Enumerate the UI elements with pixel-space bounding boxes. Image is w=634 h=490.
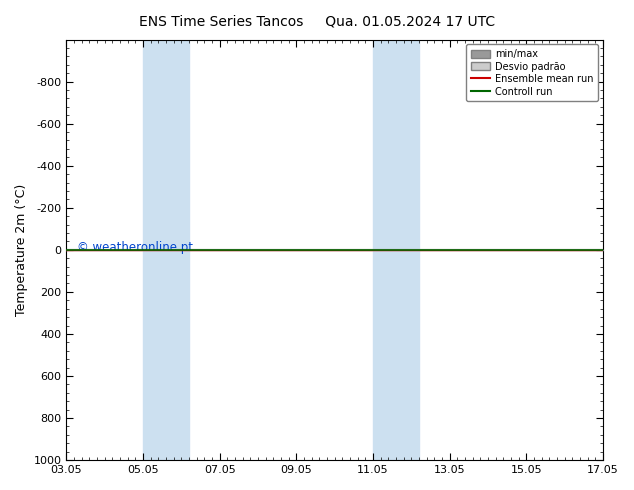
Bar [373,40,419,460]
Y-axis label: Temperature 2m (°C): Temperature 2m (°C) [15,184,28,316]
Text: ENS Time Series Tancos     Qua. 01.05.2024 17 UTC: ENS Time Series Tancos Qua. 01.05.2024 1… [139,15,495,29]
Legend: min/max, Desvio padrão, Ensemble mean run, Controll run: min/max, Desvio padrão, Ensemble mean ru… [466,45,598,101]
Bar [143,40,189,460]
Text: © weatheronline.pt: © weatheronline.pt [77,241,193,254]
